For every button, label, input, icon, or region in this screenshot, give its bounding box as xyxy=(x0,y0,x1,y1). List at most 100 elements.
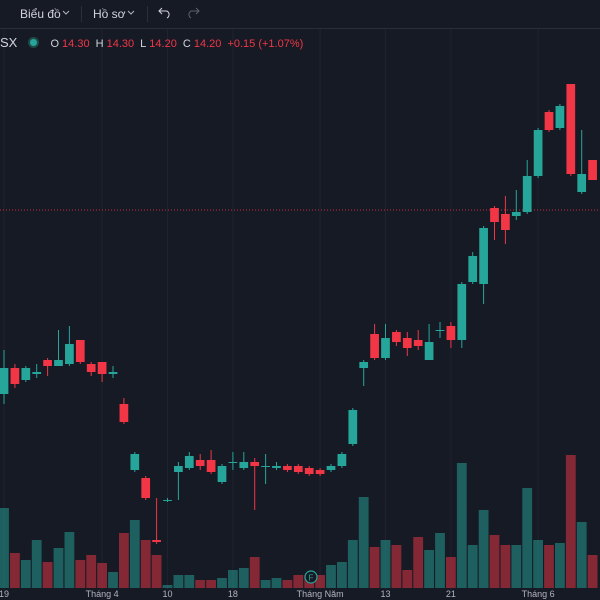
candle-body xyxy=(522,176,532,212)
candle-body xyxy=(457,284,467,340)
redo-button[interactable] xyxy=(186,7,200,19)
volume-bar xyxy=(315,575,326,588)
candle-body xyxy=(293,466,303,472)
close-value: 14.20 xyxy=(193,38,222,50)
volume-bar xyxy=(424,550,435,588)
volume-bar xyxy=(533,540,544,588)
candle-body xyxy=(446,326,456,340)
volume-bar xyxy=(326,565,336,588)
volume-bar xyxy=(75,560,86,588)
volume-bar xyxy=(500,545,511,588)
volume-bar xyxy=(140,540,151,588)
high-value: 14.30 xyxy=(106,38,135,50)
open-value: 14.30 xyxy=(62,38,90,50)
candle-body xyxy=(130,454,140,470)
volume-bar xyxy=(53,548,64,588)
x-tick-label: Tháng 6 xyxy=(522,589,555,599)
candle-body xyxy=(435,330,445,331)
volume-bar xyxy=(151,555,162,588)
candle-body xyxy=(217,466,227,482)
event-marker-ring[interactable] xyxy=(304,570,318,584)
candle-body xyxy=(381,338,390,358)
candle-body xyxy=(184,456,194,468)
profile-menu[interactable]: Hồ sơ xyxy=(93,7,126,21)
candle-body xyxy=(10,368,20,384)
candle-body xyxy=(239,462,249,468)
candle-body xyxy=(0,368,9,394)
volume-bar xyxy=(108,572,118,588)
candle-body xyxy=(21,368,31,380)
candle-body xyxy=(97,362,107,374)
volume-bar xyxy=(576,522,587,588)
candle-body xyxy=(479,228,488,284)
candle-body xyxy=(566,84,576,174)
volume-bar xyxy=(467,545,478,588)
undo-button[interactable] xyxy=(158,7,172,19)
volume-bar xyxy=(42,562,53,588)
x-tick-label: 13 xyxy=(380,589,390,599)
x-tick-label: Tháng 4 xyxy=(86,589,119,599)
volume-bar xyxy=(217,578,227,588)
volume-bar xyxy=(227,570,238,588)
candle-body xyxy=(43,360,52,366)
volume-bar xyxy=(162,585,173,588)
candle-body xyxy=(326,466,336,470)
volume-bar xyxy=(20,560,31,588)
candle-body xyxy=(86,364,96,372)
chart-menu[interactable]: Biểu đồ xyxy=(20,7,61,21)
separator xyxy=(147,6,148,22)
candle-body xyxy=(152,540,161,542)
close-label: C xyxy=(182,38,191,50)
volume-bar xyxy=(478,510,489,588)
low-value: 14.20 xyxy=(149,38,177,50)
candle-body xyxy=(577,174,587,192)
x-tick-label: 18 xyxy=(228,589,238,599)
volume-bar xyxy=(544,545,554,588)
volume-bar xyxy=(489,535,500,588)
volume-bar xyxy=(511,545,522,588)
candle-body xyxy=(283,466,292,470)
candle-body xyxy=(424,342,434,360)
volume-bar xyxy=(435,533,445,588)
candle-body xyxy=(359,362,369,368)
symbol[interactable]: SX xyxy=(0,35,18,50)
x-tick-label: 19 xyxy=(0,589,9,599)
candle-body xyxy=(555,106,565,128)
volume-bar xyxy=(554,543,565,588)
volume-bar xyxy=(9,553,20,588)
volume-bar xyxy=(97,563,108,588)
volume-bar xyxy=(413,537,424,588)
profile-menu-caret[interactable] xyxy=(127,10,135,16)
volume-bar xyxy=(358,497,369,588)
candle-body xyxy=(490,208,499,222)
volume-bar xyxy=(129,520,140,588)
candle-body xyxy=(75,340,85,362)
candle-body xyxy=(108,372,118,374)
event-marker[interactable]: F xyxy=(309,574,314,583)
candle-body xyxy=(315,470,325,474)
candle-body xyxy=(141,478,151,498)
volume-bar xyxy=(31,540,42,588)
separator xyxy=(81,6,82,22)
volume-bar xyxy=(445,557,456,588)
volume-bar xyxy=(64,532,75,588)
volume-bar xyxy=(86,555,97,588)
candle-body xyxy=(174,466,183,472)
chart-menu-caret[interactable] xyxy=(62,10,70,16)
candle-body xyxy=(65,344,74,364)
candle-body xyxy=(163,500,172,501)
x-tick-label: 10 xyxy=(162,589,172,599)
volume-bar xyxy=(173,575,184,588)
candle-body xyxy=(32,372,42,374)
volume-bar xyxy=(522,488,533,588)
candle-body xyxy=(261,466,270,467)
volume-bar xyxy=(293,575,304,588)
candle-body xyxy=(119,404,129,422)
volume-bar xyxy=(587,555,598,588)
volume-bar xyxy=(249,557,260,588)
volume-bar xyxy=(347,540,358,588)
volume-bar xyxy=(456,463,467,588)
candle-body xyxy=(272,466,281,468)
